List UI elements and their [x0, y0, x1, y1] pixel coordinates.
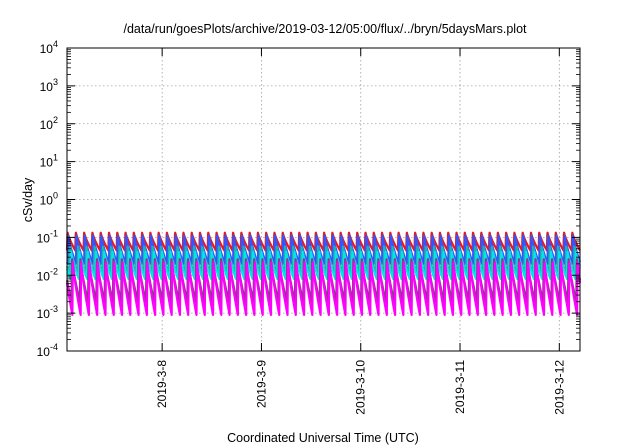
x-tick-label: 2019-3-8 — [155, 360, 169, 408]
series-group — [65, 231, 582, 316]
y-tick-label: 103 — [40, 77, 58, 94]
x-tick-label: 2019-3-10 — [354, 360, 368, 415]
x-tick-label: 2019-3-11 — [453, 360, 467, 414]
x-tick-label: 2019-3-12 — [552, 360, 566, 415]
y-tick-labels: 10-4 10-3 10-2 10-1 100 101 102 103 104 — [37, 39, 58, 359]
x-tick-label: 2019-3-9 — [254, 360, 268, 408]
series-line — [65, 261, 582, 316]
x-axis-label: Coordinated Universal Time (UTC) — [227, 431, 419, 445]
y-tick-label: 102 — [40, 115, 58, 132]
chart-title: /data/run/goesPlots/archive/2019-03-12/0… — [123, 22, 527, 36]
y-tick-label: 10-3 — [37, 304, 58, 321]
y-tick-label: 101 — [40, 153, 58, 170]
y-axis-label: cSv/day — [21, 177, 35, 222]
y-tick-label: 10-4 — [37, 342, 58, 359]
y-tick-label: 104 — [40, 39, 58, 56]
x-tick-labels: 2019-3-8 2019-3-9 2019-3-10 2019-3-11 2019-3… — [155, 360, 566, 415]
y-tick-label: 10-2 — [37, 266, 58, 283]
y-tick-label: 100 — [40, 191, 58, 208]
axis-ticks — [67, 47, 580, 352]
y-tick-label: 10-1 — [37, 228, 58, 245]
